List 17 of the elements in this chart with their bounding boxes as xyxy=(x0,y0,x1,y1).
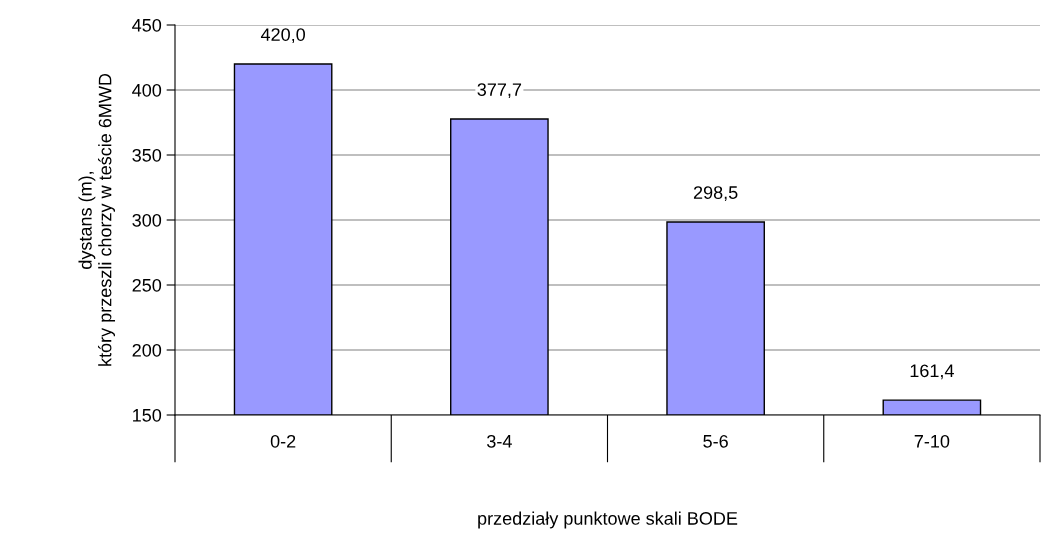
y-tick-label: 200 xyxy=(132,343,162,357)
x-tick-label: 7-10 xyxy=(914,434,950,448)
y-tick-label: 300 xyxy=(132,213,162,227)
y-tick-label: 250 xyxy=(132,278,162,292)
y-tick-label: 400 xyxy=(132,83,162,97)
x-axis-title: przedziały punktowe skali BODE xyxy=(478,511,738,529)
data-label: 161,4 xyxy=(910,364,954,380)
y-tick-label: 350 xyxy=(132,148,162,162)
y-tick-label: 150 xyxy=(133,408,162,422)
data-label: 377,7 xyxy=(477,83,522,99)
x-tick-label: 0-2 xyxy=(270,434,296,448)
y-tick-label: 450 xyxy=(132,18,162,32)
data-label: 420,0 xyxy=(260,28,306,44)
data-label: 298,5 xyxy=(693,186,738,202)
y-axis-title: dystans (m), który przeszli chorzy w teście 6MWD xyxy=(78,73,116,366)
x-tick-label: 5-6 xyxy=(703,434,728,448)
x-tick-label: 3-4 xyxy=(487,434,512,448)
